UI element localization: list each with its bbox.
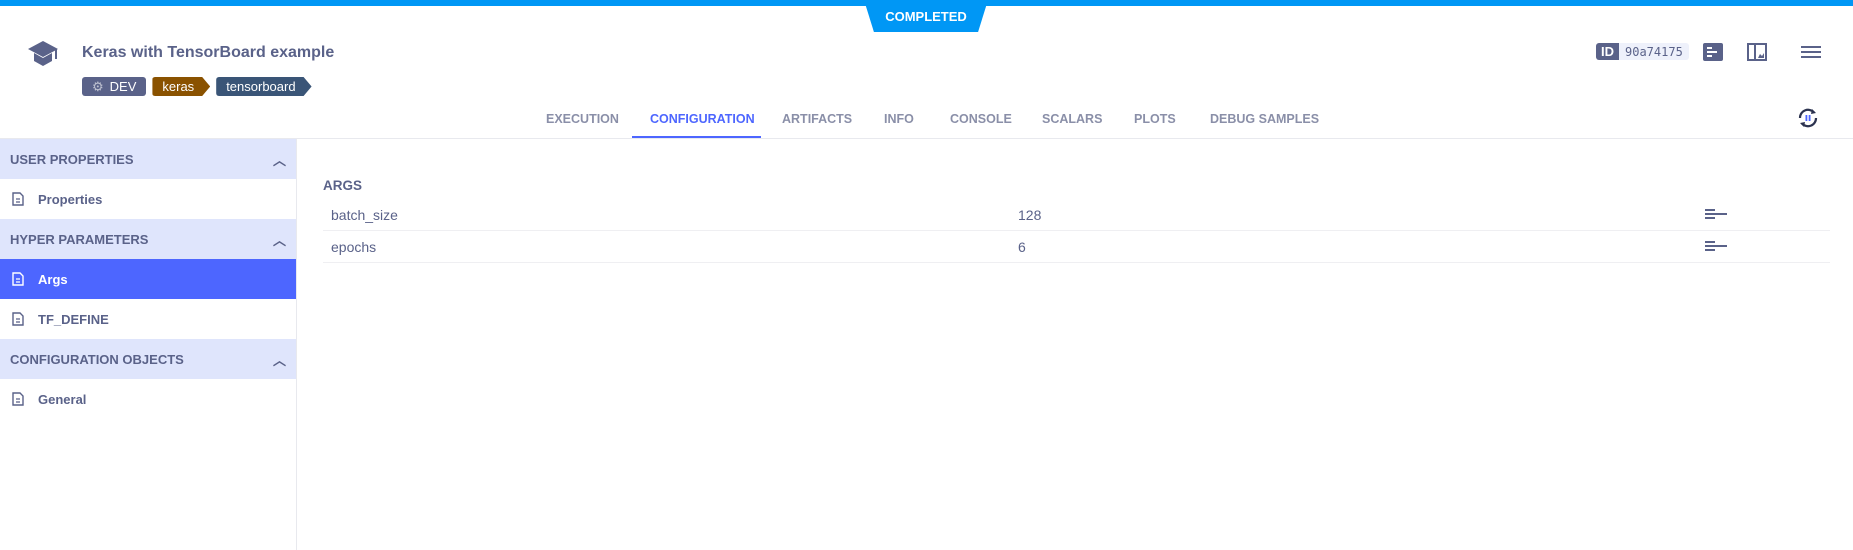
layout-toggle-icon[interactable] [1746,42,1768,62]
tag-tensorboard[interactable]: tensorboard [216,77,311,96]
tab-plots[interactable]: PLOTS [1134,112,1176,126]
item-label: General [38,391,87,407]
document-icon [12,272,24,286]
section-title: CONFIGURATION OBJECTS [10,351,184,367]
param-name: epochs [331,238,377,255]
param-name: batch_size [331,206,398,223]
chevron-up-icon[interactable]: ︿ [272,232,286,248]
id-label: ID [1596,43,1619,60]
tab-execution[interactable]: EXECUTION [546,112,619,126]
section-hyper-parameters[interactable]: HYPER PARAMETERS ︿ [0,219,296,259]
document-icon [12,392,24,406]
sidebar-item-properties[interactable]: Properties [0,179,296,219]
tag-label: DEV [109,79,137,94]
description-icon[interactable] [1705,209,1727,219]
sidebar: USER PROPERTIES ︿ Properties HYPER PARAME… [0,139,297,550]
section-heading: ARGS [323,178,363,193]
tab-console[interactable]: CONSOLE [950,112,1012,126]
tab-artifacts[interactable]: ARTIFACTS [782,112,853,126]
document-icon [12,192,24,206]
section-configuration-objects[interactable]: CONFIGURATION OBJECTS ︿ [0,339,296,379]
active-tab-indicator [632,136,761,138]
section-title: HYPER PARAMETERS [10,231,149,247]
sidebar-item-tf-define[interactable]: TF_DEFINE [0,299,296,339]
tab-bar: EXECUTION CONFIGURATION ARTIFACTS INFO C… [0,100,1853,139]
description-icon[interactable] [1705,241,1727,251]
param-value: 6 [1018,238,1026,255]
sidebar-item-general[interactable]: General [0,379,296,419]
table-row: batch_size 128 [323,199,1830,231]
tag-list: ⚙ DEV keras tensorboard [82,77,312,96]
details-panel-icon[interactable] [1702,42,1724,62]
tag-dev[interactable]: ⚙ DEV [82,77,147,96]
args-panel: ARGS batch_size 128 epochs 6 [323,178,1830,263]
experiment-title: Keras with TensorBoard example [82,44,335,61]
auto-refresh-pause-icon[interactable] [1796,106,1820,130]
menu-icon[interactable] [1800,42,1822,62]
graduation-cap-icon [28,41,58,66]
chevron-up-icon[interactable]: ︿ [272,152,286,168]
tab-configuration[interactable]: CONFIGURATION [650,112,755,126]
section-title: USER PROPERTIES [10,151,134,167]
item-label: Args [38,271,68,287]
tab-debug-samples[interactable]: DEBUG SAMPLES [1210,112,1320,126]
param-value: 128 [1018,206,1042,223]
tag-keras[interactable]: keras [152,77,210,96]
id-badge[interactable]: ID 90a74175 [1596,43,1689,60]
status-badge: COMPLETED [864,0,988,32]
gear-icon: ⚙ [92,78,104,94]
tab-scalars[interactable]: SCALARS [1042,112,1103,126]
item-label: Properties [38,191,103,207]
document-icon [12,312,24,326]
section-user-properties[interactable]: USER PROPERTIES ︿ [0,139,296,179]
chevron-up-icon[interactable]: ︿ [272,352,286,368]
table-row: epochs 6 [323,231,1830,263]
item-label: TF_DEFINE [38,311,109,327]
sidebar-item-args[interactable]: Args [0,259,296,299]
tab-info[interactable]: INFO [884,112,914,126]
id-value: 90a74175 [1619,43,1689,60]
